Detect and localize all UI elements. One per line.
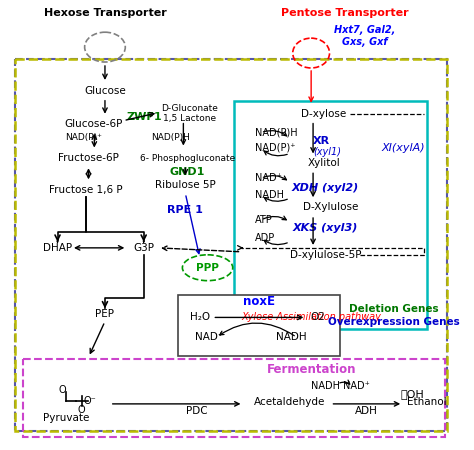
Text: O: O xyxy=(78,405,85,415)
Text: XKS (xyl3): XKS (xyl3) xyxy=(293,223,358,233)
Text: GND1: GND1 xyxy=(170,167,205,177)
Text: Deletion Genes: Deletion Genes xyxy=(348,305,438,315)
Text: 6- Phosphogluconate: 6- Phosphogluconate xyxy=(140,154,235,163)
Text: XR: XR xyxy=(313,135,330,145)
Text: XDH (xyl2): XDH (xyl2) xyxy=(292,183,359,193)
FancyBboxPatch shape xyxy=(178,295,340,356)
Text: NADH: NADH xyxy=(255,190,284,200)
Text: O: O xyxy=(59,385,66,395)
Text: NAD(P)H: NAD(P)H xyxy=(255,127,298,138)
Text: ATP: ATP xyxy=(255,215,273,225)
Text: D-Gluconate
1,5 Lactone: D-Gluconate 1,5 Lactone xyxy=(161,104,218,123)
Text: NADH: NADH xyxy=(311,381,340,391)
Text: XI(xylA): XI(xylA) xyxy=(381,144,425,153)
Text: Fermentation: Fermentation xyxy=(266,363,356,376)
Text: NAD(P)⁺: NAD(P)⁺ xyxy=(255,143,295,153)
Text: Fructose-6P: Fructose-6P xyxy=(58,153,119,163)
Text: NAD(P)⁺: NAD(P)⁺ xyxy=(65,133,102,142)
Text: Ribulose 5P: Ribulose 5P xyxy=(155,180,216,190)
Text: ⌒OH: ⌒OH xyxy=(401,389,425,399)
Text: ADP: ADP xyxy=(255,233,275,243)
Text: Xylitol: Xylitol xyxy=(307,158,340,168)
Text: ADH: ADH xyxy=(355,406,378,416)
Text: H₂O: H₂O xyxy=(190,312,210,323)
Text: D-xylulose-5P: D-xylulose-5P xyxy=(290,250,361,260)
Text: Glucose: Glucose xyxy=(84,86,126,96)
Text: NADH: NADH xyxy=(276,332,307,342)
Text: ZWF1: ZWF1 xyxy=(127,112,163,122)
Text: Acetaldehyde: Acetaldehyde xyxy=(254,397,326,407)
Text: NAD⁺: NAD⁺ xyxy=(255,173,282,183)
Text: O2: O2 xyxy=(310,312,325,323)
Text: (xyl1): (xyl1) xyxy=(313,148,341,157)
Text: Overexpression Genes: Overexpression Genes xyxy=(328,317,459,328)
Text: noxE: noxE xyxy=(243,295,275,308)
Text: Pyruvate: Pyruvate xyxy=(43,413,90,423)
Text: Hexose Transporter: Hexose Transporter xyxy=(44,8,166,18)
Text: Fructose 1,6 P: Fructose 1,6 P xyxy=(49,185,122,195)
Text: Glucose-6P: Glucose-6P xyxy=(64,119,123,129)
Text: Hxt7, Gal2,
Gxs, Gxf: Hxt7, Gal2, Gxs, Gxf xyxy=(334,25,395,47)
Text: NAD⁺: NAD⁺ xyxy=(195,332,224,342)
Text: Ethanol: Ethanol xyxy=(408,397,447,407)
Text: PEP: PEP xyxy=(95,310,114,320)
Text: DHAP: DHAP xyxy=(43,243,72,253)
Text: D-xylose: D-xylose xyxy=(301,109,346,119)
Text: Xylose Assimilation pathway: Xylose Assimilation pathway xyxy=(241,312,381,323)
Text: Pentose Transporter: Pentose Transporter xyxy=(281,8,409,18)
Text: D-Xylulose: D-Xylulose xyxy=(303,202,358,212)
Text: NAD⁺: NAD⁺ xyxy=(343,381,370,391)
Text: RPE 1: RPE 1 xyxy=(167,205,203,215)
Text: G3P: G3P xyxy=(133,243,154,253)
Text: PDC: PDC xyxy=(186,406,208,416)
Text: NAD(P)H: NAD(P)H xyxy=(151,133,190,142)
Text: O⁻: O⁻ xyxy=(83,396,96,406)
Text: PPP: PPP xyxy=(196,263,219,273)
